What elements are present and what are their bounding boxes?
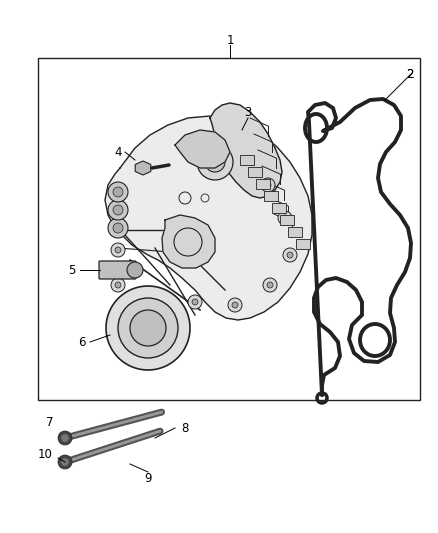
Circle shape xyxy=(106,286,190,370)
Polygon shape xyxy=(210,103,282,198)
Circle shape xyxy=(263,278,277,292)
Circle shape xyxy=(283,248,297,262)
Circle shape xyxy=(115,205,121,211)
Bar xyxy=(296,239,310,249)
Circle shape xyxy=(115,247,121,253)
Circle shape xyxy=(232,302,238,308)
Bar xyxy=(288,227,302,237)
Circle shape xyxy=(197,144,233,180)
Polygon shape xyxy=(135,161,151,175)
Text: 3: 3 xyxy=(244,106,252,118)
Text: 6: 6 xyxy=(78,335,86,349)
Bar xyxy=(256,179,270,189)
Circle shape xyxy=(111,278,125,292)
Text: 8: 8 xyxy=(181,422,189,434)
Circle shape xyxy=(192,299,198,305)
Circle shape xyxy=(278,211,292,225)
Circle shape xyxy=(61,458,69,466)
Circle shape xyxy=(111,243,125,257)
Bar xyxy=(38,58,420,400)
Circle shape xyxy=(111,201,125,215)
Text: 2: 2 xyxy=(406,69,414,82)
Bar xyxy=(248,167,262,177)
Bar xyxy=(272,203,286,213)
Text: 2: 2 xyxy=(406,69,414,82)
Circle shape xyxy=(113,187,123,197)
Circle shape xyxy=(127,262,143,278)
Circle shape xyxy=(108,218,128,238)
Polygon shape xyxy=(175,130,230,168)
Circle shape xyxy=(282,215,288,221)
Circle shape xyxy=(108,200,128,220)
Bar xyxy=(240,155,254,165)
Circle shape xyxy=(261,178,275,192)
Bar xyxy=(264,191,278,201)
Circle shape xyxy=(58,455,72,469)
Text: 1: 1 xyxy=(226,34,234,46)
Circle shape xyxy=(61,434,69,442)
Circle shape xyxy=(287,252,293,258)
Circle shape xyxy=(205,152,225,172)
Bar xyxy=(280,215,294,225)
Text: 9: 9 xyxy=(144,472,152,484)
Circle shape xyxy=(265,182,271,188)
FancyBboxPatch shape xyxy=(99,261,136,279)
Circle shape xyxy=(108,182,128,202)
Text: 4: 4 xyxy=(114,146,122,158)
Circle shape xyxy=(228,298,242,312)
Polygon shape xyxy=(162,215,215,268)
Circle shape xyxy=(113,223,123,233)
Text: 5: 5 xyxy=(68,263,76,277)
Circle shape xyxy=(130,310,166,346)
Text: 10: 10 xyxy=(38,448,53,462)
Circle shape xyxy=(115,282,121,288)
Circle shape xyxy=(113,205,123,215)
Circle shape xyxy=(118,298,178,358)
Polygon shape xyxy=(105,116,312,320)
Circle shape xyxy=(267,282,273,288)
Text: 7: 7 xyxy=(46,416,54,429)
Circle shape xyxy=(188,295,202,309)
Circle shape xyxy=(58,431,72,445)
